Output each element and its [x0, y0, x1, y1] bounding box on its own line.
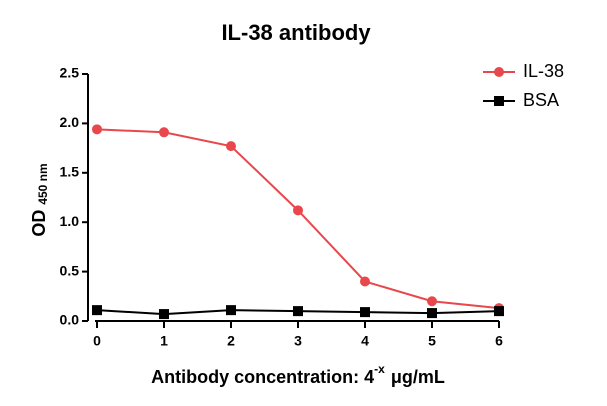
circle-marker	[159, 127, 169, 138]
legend-marker	[494, 96, 504, 106]
x-label-sup: -x	[374, 362, 385, 376]
y-axis-label: OD 450 nm	[29, 163, 50, 236]
series-line	[96, 128, 500, 310]
y-tick-label: 2.5	[60, 65, 80, 81]
y-tick-label: 0.0	[60, 312, 80, 328]
y-tick-label: 1.5	[60, 164, 80, 180]
x-tick-label: 5	[428, 333, 436, 349]
legend-label: BSA	[523, 90, 559, 110]
legend-label: IL-38	[523, 61, 564, 81]
square-marker	[92, 305, 102, 316]
x-tick-label: 6	[495, 333, 503, 349]
y-label-main: OD	[29, 210, 49, 237]
x-tick-label: 3	[294, 333, 302, 349]
square-marker	[226, 305, 236, 316]
square-marker	[159, 309, 169, 320]
square-marker	[293, 306, 303, 317]
circle-marker	[360, 276, 370, 287]
x-label-main: Antibody concentration: 4	[151, 367, 374, 387]
x-tick-label: 1	[160, 333, 168, 349]
x-label-unit: μg/mL	[391, 367, 445, 387]
x-tick-label: 2	[227, 333, 235, 349]
x-tick-label: 4	[361, 333, 369, 349]
circle-marker	[226, 141, 236, 152]
square-marker	[494, 306, 504, 317]
y-label-sub: 450 nm	[36, 163, 50, 204]
x-axis-label: Antibody concentration: 4-x μg/mL	[151, 362, 445, 387]
y-tick-label: 1.0	[60, 213, 80, 229]
square-marker	[427, 308, 437, 319]
chart-title: IL-38 antibody	[221, 20, 371, 45]
circle-marker	[427, 296, 437, 307]
square-marker	[360, 307, 370, 318]
x-tick-label: 0	[93, 333, 101, 349]
y-tick-label: 2.0	[60, 114, 80, 130]
circle-marker	[92, 124, 102, 135]
legend-marker	[494, 67, 504, 77]
y-tick-label: 0.5	[60, 262, 80, 278]
circle-marker	[293, 205, 303, 216]
